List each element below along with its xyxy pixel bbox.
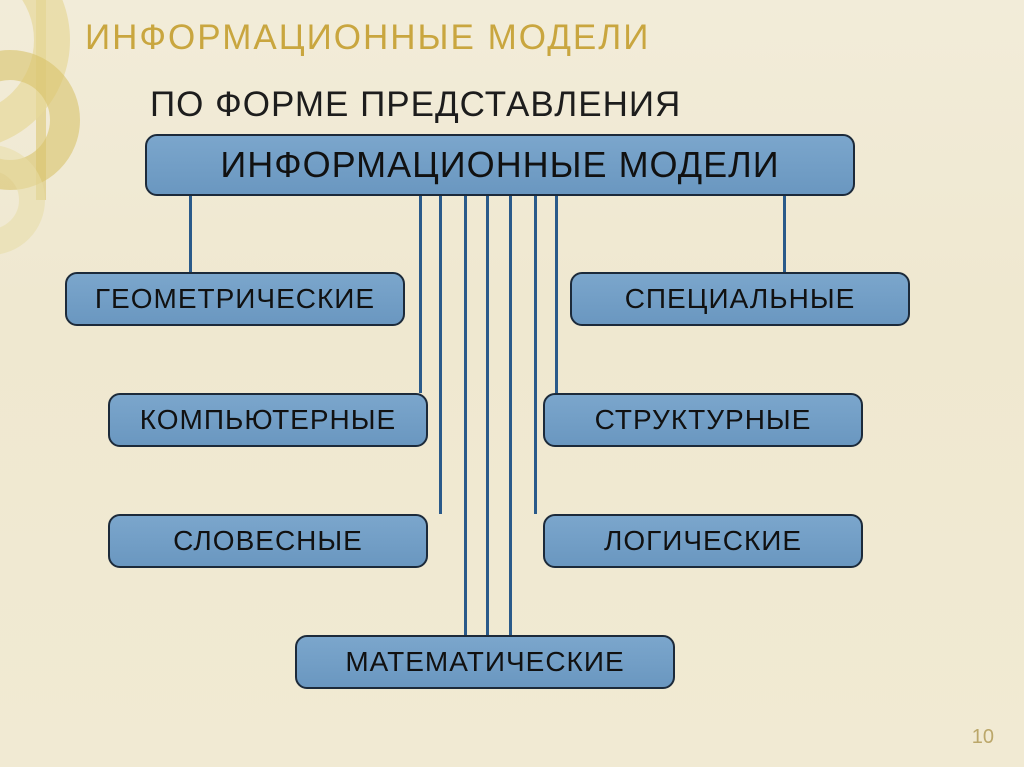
connector — [419, 196, 422, 393]
connector — [555, 196, 558, 393]
connector — [439, 196, 442, 514]
diagram-node-comp: КОМПЬЮТЕРНЫЕ — [108, 393, 428, 447]
connector — [486, 196, 489, 635]
diagram-node-geom: ГЕОМЕТРИЧЕСКИЕ — [65, 272, 405, 326]
slide: ИНФОРМАЦИОННЫЕ МОДЕЛИ ПО ФОРМЕ ПРЕДСТАВЛ… — [0, 0, 1024, 767]
box-label: ГЕОМЕТРИЧЕСКИЕ — [95, 283, 375, 315]
connector — [783, 196, 786, 272]
box-label: СПЕЦИАЛЬНЫЕ — [625, 283, 856, 315]
connector — [464, 196, 467, 635]
page-number: 10 — [972, 726, 994, 749]
slide-title: ИНФОРМАЦИОННЫЕ МОДЕЛИ — [85, 18, 650, 58]
diagram-root: ИНФОРМАЦИОННЫЕ МОДЕЛИ — [145, 134, 855, 196]
diagram-node-logic: ЛОГИЧЕСКИЕ — [543, 514, 863, 568]
connector — [189, 196, 192, 272]
diagram-node-special: СПЕЦИАЛЬНЫЕ — [570, 272, 910, 326]
diagram-node-verbal: СЛОВЕСНЫЕ — [108, 514, 428, 568]
diagram-node-struct: СТРУКТУРНЫЕ — [543, 393, 863, 447]
box-label: МАТЕМАТИЧЕСКИЕ — [345, 646, 624, 678]
box-label: СЛОВЕСНЫЕ — [173, 525, 363, 557]
box-label: ЛОГИЧЕСКИЕ — [604, 525, 802, 557]
slide-subtitle: ПО ФОРМЕ ПРЕДСТАВЛЕНИЯ — [150, 85, 681, 125]
box-label: ИНФОРМАЦИОННЫЕ МОДЕЛИ — [220, 144, 779, 186]
connector — [534, 196, 537, 514]
box-label: КОМПЬЮТЕРНЫЕ — [140, 404, 396, 436]
diagram-node-math: МАТЕМАТИЧЕСКИЕ — [295, 635, 675, 689]
box-label: СТРУКТУРНЫЕ — [595, 404, 812, 436]
connector — [509, 196, 512, 635]
